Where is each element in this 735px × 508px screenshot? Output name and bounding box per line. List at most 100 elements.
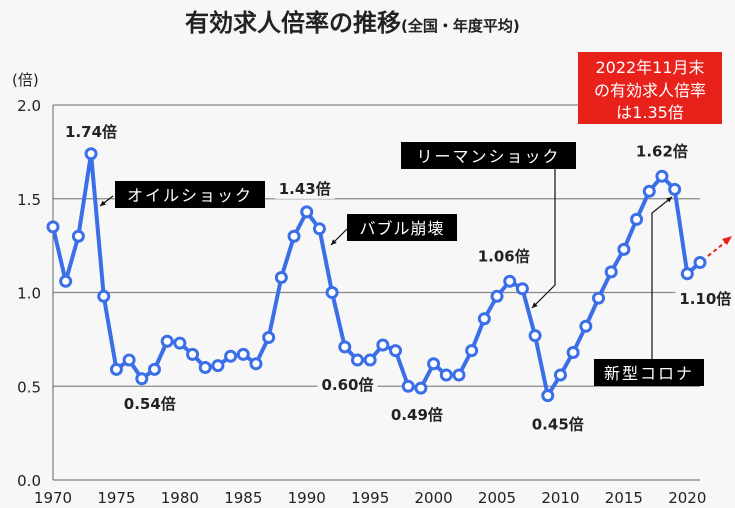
data-point <box>274 271 288 284</box>
data-label: 0.54倍 <box>124 395 176 413</box>
data-point <box>186 347 200 361</box>
x-tick-label: 2020 <box>668 489 706 507</box>
annotation-label: 新型コロナ <box>604 364 694 383</box>
data-point <box>439 368 453 382</box>
x-tick-label: 1975 <box>97 489 135 507</box>
data-point <box>528 329 542 343</box>
data-label-bg <box>386 405 447 426</box>
data-point <box>477 312 491 326</box>
annotation-pointer <box>531 168 556 309</box>
data-point <box>630 212 644 226</box>
x-tick-label: 1980 <box>161 489 199 507</box>
data-point <box>173 336 187 350</box>
data-point <box>579 319 593 333</box>
data-point <box>59 274 73 288</box>
callout-box: 2022年11月末 の有効求人倍率 は1.35倍 <box>578 52 722 124</box>
x-tick-label: 1995 <box>351 489 389 507</box>
arrow-head-icon <box>532 302 538 308</box>
data-label-bg <box>675 288 735 309</box>
data-label: 1.62倍 <box>636 142 688 160</box>
data-label: 1.43倍 <box>279 180 331 198</box>
data-point <box>389 344 403 358</box>
data-point <box>553 368 567 382</box>
data-point <box>122 353 136 367</box>
chart-subtitle: (全国・年度平均) <box>401 17 520 35</box>
annotation-label: オイルショック <box>127 186 253 205</box>
data-point <box>680 267 694 281</box>
data-point <box>300 205 314 219</box>
annotation-box <box>401 142 576 169</box>
data-label-bg <box>317 375 378 395</box>
x-tick-label: 1985 <box>224 489 262 507</box>
chart-title-main: 有効求人倍率の推移 <box>185 9 401 37</box>
data-point <box>668 182 682 196</box>
trend-arrow-head <box>722 236 732 245</box>
data-point <box>401 379 415 393</box>
y-tick-label: 1.0 <box>17 285 41 303</box>
data-point <box>84 147 98 161</box>
data-point <box>490 289 504 303</box>
x-tick-label: 2015 <box>605 489 643 507</box>
callout-line-2: の有効求人倍率 <box>594 81 706 100</box>
y-tick-label: 2.0 <box>17 97 41 115</box>
x-tick-label: 1990 <box>288 489 326 507</box>
arrow-head-icon <box>100 200 106 206</box>
data-point <box>376 338 390 352</box>
data-point <box>287 229 301 243</box>
data-label-bg <box>631 141 692 162</box>
data-point <box>211 359 225 373</box>
data-point <box>503 274 517 288</box>
data-point <box>541 389 555 403</box>
data-point <box>325 286 339 299</box>
annotation-box <box>347 214 457 241</box>
data-label: 1.06倍 <box>478 247 530 265</box>
data-label: 1.10倍 <box>679 290 731 308</box>
data-point <box>224 349 238 363</box>
data-point <box>452 368 466 382</box>
arrow-head-icon <box>666 197 672 203</box>
series-line <box>51 151 702 398</box>
x-tick-label: 2000 <box>414 489 452 507</box>
data-label: 0.49倍 <box>391 406 443 424</box>
y-axis-unit: (倍) <box>12 71 39 89</box>
x-tick-label: 2005 <box>478 489 516 507</box>
data-point <box>338 340 352 354</box>
data-point <box>617 242 631 256</box>
data-point <box>71 229 85 243</box>
data-point <box>566 346 580 359</box>
data-point <box>249 357 263 371</box>
arrow-head-icon <box>331 239 337 245</box>
data-point <box>363 353 377 367</box>
data-point <box>350 353 364 367</box>
data-point <box>642 184 656 198</box>
data-point <box>655 169 669 183</box>
data-point <box>414 381 428 395</box>
trend-arrow <box>707 239 729 257</box>
data-point <box>604 265 618 279</box>
y-tick-label: 0.0 <box>17 472 41 490</box>
data-point <box>427 357 441 371</box>
x-tick-label: 2010 <box>541 489 579 507</box>
callout-line-1: 2022年11月末 <box>595 58 704 77</box>
annotation-box <box>115 181 265 208</box>
data-label: 0.60倍 <box>321 376 373 394</box>
data-label: 0.45倍 <box>532 416 584 434</box>
data-point <box>135 372 149 386</box>
annotation-pointer <box>651 196 673 359</box>
data-point <box>312 222 326 236</box>
annotation-label: バブル崩壊 <box>359 219 444 238</box>
data-point <box>592 291 606 305</box>
chart-title: 有効求人倍率の推移(全国・年度平均) <box>185 9 520 37</box>
data-label-bg <box>274 178 335 199</box>
data-point <box>262 331 276 344</box>
data-label: 1.74倍 <box>65 123 117 141</box>
data-point <box>147 362 161 376</box>
y-tick-label: 1.5 <box>17 191 41 209</box>
data-point <box>198 361 212 374</box>
data-label-bg <box>473 246 534 267</box>
data-label-bg <box>61 121 122 142</box>
data-point <box>97 289 111 303</box>
data-point <box>236 347 250 361</box>
x-tick-label: 1970 <box>34 489 72 507</box>
